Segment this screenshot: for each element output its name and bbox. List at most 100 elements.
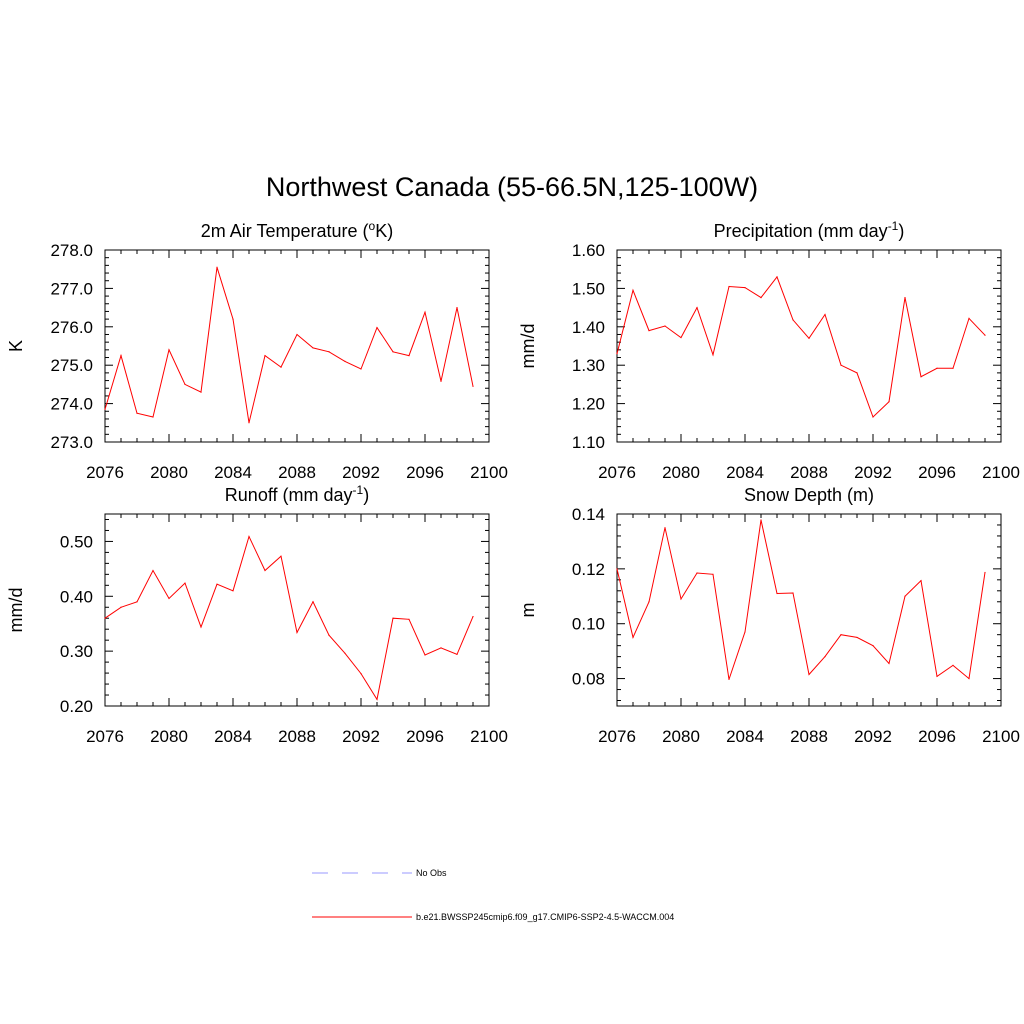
data-point [248, 422, 250, 424]
y-tick-label: 0.12 [572, 560, 605, 579]
panel-title: Snow Depth (m) [744, 485, 874, 505]
y-tick-label: 0.20 [60, 697, 93, 716]
legend-label: No Obs [416, 868, 447, 878]
data-point [744, 631, 746, 633]
y-axis-label: mm/d [518, 324, 538, 369]
data-point [440, 380, 442, 382]
data-point [712, 573, 714, 575]
data-point [152, 416, 154, 418]
y-axis-label: mm/d [6, 588, 26, 633]
data-point [888, 662, 890, 665]
data-point [728, 678, 730, 680]
data-point [296, 333, 298, 336]
plot-frame [616, 249, 1002, 443]
data-point [152, 569, 154, 572]
data-point [904, 595, 906, 597]
y-tick-label: 276.0 [50, 318, 93, 337]
data-point [776, 592, 778, 595]
data-point [824, 313, 826, 316]
panel-title-text: ) [363, 485, 369, 505]
x-tick-label: 2088 [278, 727, 316, 746]
data-point [696, 307, 698, 309]
data-point [712, 354, 714, 356]
legend-label: b.e21.BWSSP245cmip6.f09_g17.CMIP6-SSP2-4… [416, 912, 674, 922]
x-tick-label: 2096 [918, 463, 956, 482]
x-tick-label: 2088 [790, 463, 828, 482]
x-tick-label: 2100 [982, 463, 1020, 482]
data-point [920, 376, 922, 378]
data-point [968, 677, 970, 680]
data-point [376, 698, 378, 701]
data-point [392, 617, 394, 619]
data-point [232, 318, 234, 320]
y-tick-label: 0.14 [572, 505, 605, 524]
data-point [792, 592, 794, 594]
data-point [840, 364, 842, 366]
chart-panel-2: 2076 2080 2084 2088 2092 2096 2100 1.10 1.20 1.30… [518, 219, 1020, 482]
data-point [424, 311, 426, 313]
y-tick-label: 0.30 [60, 642, 93, 661]
y-tick-label: 1.30 [572, 356, 605, 375]
x-tick-label: 2096 [406, 463, 444, 482]
x-tick-label: 2080 [662, 727, 700, 746]
data-point [616, 568, 618, 570]
panel-title-text: 2m Air Temperature ( [201, 221, 369, 241]
data-point [472, 385, 474, 387]
data-point [664, 527, 666, 529]
figure-title: Northwest Canada (55-66.5N,125-100W) [266, 172, 758, 202]
chart-panels: 2076 2080 2084 2088 2092 2096 2100 273.0 274.0 27… [6, 219, 1020, 746]
data-point [280, 555, 282, 557]
legend: No Obs b.e21.BWSSP245cmip6.f09_g17.CMIP6-… [312, 868, 674, 922]
data-point [216, 266, 218, 268]
data-point [104, 617, 106, 619]
series-line [616, 275, 986, 418]
panel-title-text: ) [898, 221, 904, 241]
panel-title: 2m Air Temperature (oK) [201, 219, 393, 241]
y-tick-label: 274.0 [50, 395, 93, 414]
data-point [408, 618, 410, 620]
data-point [424, 654, 426, 656]
y-axis-label: K [6, 340, 26, 352]
x-tick-label: 2076 [86, 463, 124, 482]
y-tick-label: 277.0 [50, 279, 93, 298]
data-point [728, 285, 730, 288]
x-tick-label: 2080 [150, 463, 188, 482]
data-point [120, 355, 122, 357]
y-tick-label: 1.10 [572, 433, 605, 452]
data-point [440, 647, 442, 649]
data-point [968, 317, 970, 319]
data-point [392, 351, 394, 353]
x-tick-label: 2100 [470, 463, 508, 482]
data-point [744, 287, 746, 289]
series-line [616, 519, 986, 680]
data-point [344, 360, 346, 362]
data-point [856, 372, 858, 374]
data-point [408, 355, 410, 357]
data-point [328, 634, 330, 636]
data-point [344, 652, 346, 654]
x-tick-label: 2088 [790, 727, 828, 746]
chart-panel-1: 2076 2080 2084 2088 2092 2096 2100 273.0 274.0 27… [6, 219, 508, 482]
data-point [920, 580, 922, 582]
y-tick-label: 273.0 [50, 433, 93, 452]
data-point [856, 636, 858, 639]
data-point [824, 656, 826, 658]
data-point [184, 582, 186, 584]
panel-title: Precipitation (mm day-1) [714, 219, 905, 241]
data-point [984, 571, 986, 574]
data-point [328, 351, 330, 353]
data-point [872, 645, 874, 647]
data-point [168, 349, 170, 351]
panel-title-text: Runoff (mm day [225, 485, 353, 505]
data-point [184, 383, 186, 385]
y-tick-label: 1.20 [572, 395, 605, 414]
data-point [808, 337, 810, 339]
y-tick-label: 0.50 [60, 532, 93, 551]
data-point [696, 572, 698, 574]
plot-frame [616, 513, 1002, 707]
data-point [376, 326, 378, 329]
panel-title-superscript: -1 [353, 483, 364, 497]
data-point [456, 653, 458, 656]
data-point [104, 408, 106, 410]
y-tick-label: 0.10 [572, 615, 605, 634]
